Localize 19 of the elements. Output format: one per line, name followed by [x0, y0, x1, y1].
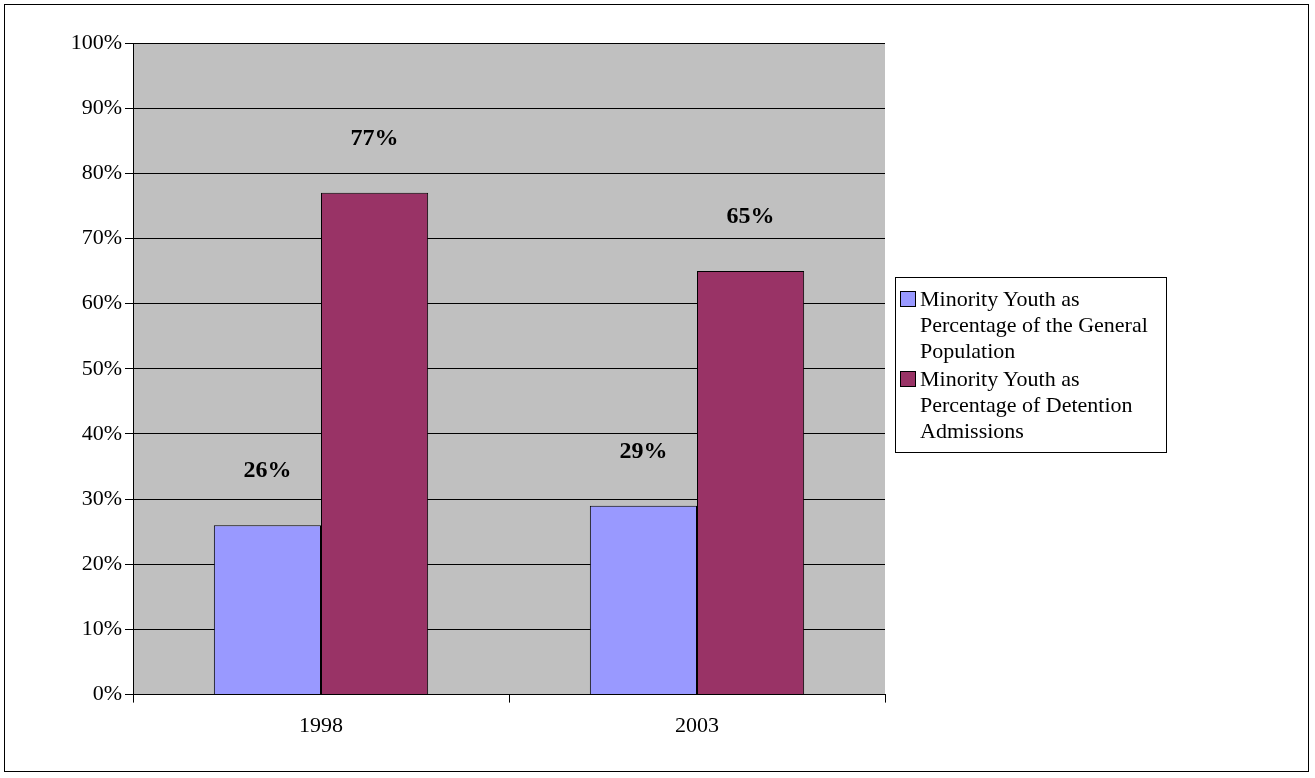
- y-tick-label: 0%: [92, 680, 122, 706]
- x-tick-label: 2003: [675, 711, 719, 737]
- y-tick-label: 10%: [81, 615, 122, 641]
- y-tick-label: 70%: [81, 224, 122, 250]
- data-label: 65%: [726, 202, 775, 229]
- y-tick-label: 50%: [81, 354, 122, 380]
- x-tick-label: 1998: [299, 711, 343, 737]
- data-label: 77%: [350, 124, 399, 151]
- data-label: 26%: [243, 456, 292, 483]
- y-tick-label: 30%: [81, 484, 122, 510]
- legend-label: Minority Youth as Percentage of the General Population: [920, 286, 1149, 364]
- y-tick-label: 100%: [70, 28, 122, 54]
- y-tick-label: 60%: [81, 289, 122, 315]
- legend-label: Minority Youth as Percentage of Detention Admissions: [920, 366, 1134, 444]
- y-tick-label: 90%: [81, 93, 122, 119]
- data-label: 29%: [619, 436, 668, 463]
- y-tick-label: 20%: [81, 550, 122, 576]
- y-tick-label: 40%: [81, 419, 122, 445]
- y-tick-label: 80%: [81, 159, 122, 185]
